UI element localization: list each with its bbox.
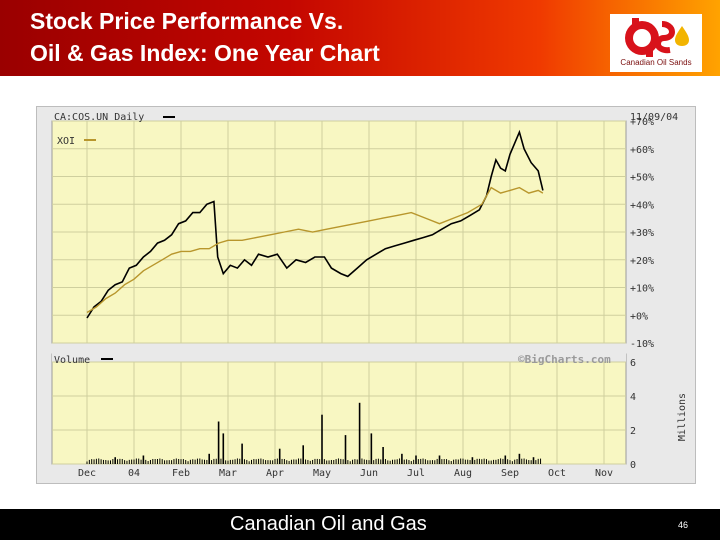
price-tick-label: +20%	[630, 256, 654, 267]
volume-tick-label: 6	[630, 358, 636, 369]
index-series-label: XOI	[57, 136, 75, 147]
price-grid	[52, 120, 626, 344]
price-tick-label: +60%	[630, 145, 654, 156]
title-bar: Stock Price Performance Vs. Oil & Gas In…	[0, 0, 720, 76]
month-tick-label: Sep	[501, 468, 519, 479]
footer-text: Canadian Oil and Gas	[230, 513, 427, 535]
month-tick-label: Apr	[266, 468, 284, 479]
price-tick-label: +50%	[630, 173, 654, 184]
volume-grid	[52, 361, 626, 465]
month-tick-label: Oct	[548, 468, 566, 479]
page-number: 46	[677, 520, 688, 530]
volume-label: Volume	[54, 355, 90, 366]
month-tick-label: Dec	[78, 468, 96, 479]
tick-layer: +70%+60%+50%+40%+30%+20%+10%+0%-10%Dec 04…	[78, 117, 654, 479]
price-tick-label: +30%	[630, 228, 654, 239]
month-tick-label: Mar	[219, 468, 237, 479]
month-tick-label: Jul	[407, 468, 425, 479]
price-tick-label: -10%	[630, 339, 654, 350]
index-series-line	[86, 186, 544, 314]
month-tick-label: Jun	[360, 468, 378, 479]
slide-title-line-2: Oil & Gas Index: One Year Chart	[30, 40, 380, 66]
price-tick-label: +10%	[630, 284, 654, 295]
volume-tick-label: 4	[630, 392, 636, 403]
month-tick-label: Aug	[454, 468, 472, 479]
series-layer	[86, 129, 544, 319]
month-tick-label: 04	[128, 468, 140, 479]
slide-title-line-1: Stock Price Performance Vs.	[30, 8, 344, 34]
company-logo-mark	[625, 18, 689, 57]
month-tick-label: May	[313, 468, 331, 479]
price-tick-label: +0%	[630, 311, 648, 322]
stock-chart: +70%+60%+50%+40%+30%+20%+10%+0%-10%Dec 04…	[51, 112, 688, 479]
month-tick-label: Feb	[172, 468, 190, 479]
chart-credit: ©BigCharts.com	[518, 353, 611, 366]
price-tick-label: +70%	[630, 117, 654, 128]
month-tick-label: Nov	[595, 468, 613, 479]
logo-text: Canadian Oil Sands	[620, 58, 692, 67]
volume-layer	[86, 402, 542, 464]
volume-axis-label: Millions	[677, 393, 688, 441]
volume-header-band	[52, 350, 626, 362]
price-tick-label: +40%	[630, 200, 654, 211]
footer-bar: Canadian Oil and Gas 46	[0, 509, 720, 540]
volume-plot-area	[51, 353, 627, 465]
volume-tick-label: 2	[630, 426, 636, 437]
chart-date: 11/09/04	[630, 112, 678, 123]
price-series-line	[86, 129, 544, 319]
chart-frame: +70% +60% +50% +40% +30% +20% +10% +0% -10% Dec 04…	[36, 106, 696, 484]
volume-tick-label: 0	[630, 460, 636, 471]
price-series-label: CA:COS.UN Daily	[54, 112, 144, 123]
company-logo: Canadian Oil Sands	[610, 14, 702, 72]
